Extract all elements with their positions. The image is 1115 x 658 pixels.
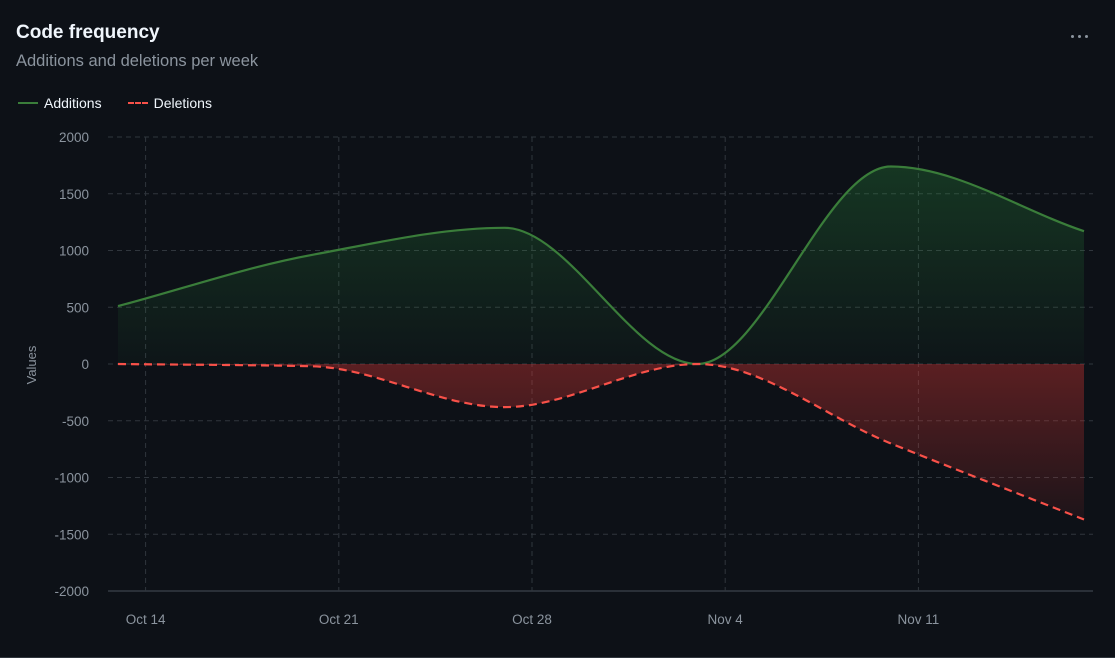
- y-tick-label: 2000: [59, 130, 89, 145]
- y-tick-label: -500: [62, 414, 89, 429]
- x-tick-label: Oct 14: [126, 612, 166, 627]
- y-tick-label: -1500: [54, 527, 89, 542]
- legend-item-deletions[interactable]: Deletions: [127, 95, 212, 111]
- chart-legend: Additions Deletions: [18, 95, 212, 111]
- y-tick-label: -1000: [54, 471, 89, 486]
- x-tick-label: Nov 11: [898, 612, 940, 627]
- deletions-point[interactable]: [886, 438, 896, 448]
- additions-line: [117, 165, 1085, 366]
- deletions-point[interactable]: [499, 402, 509, 412]
- y-tick-label: 1000: [59, 244, 89, 259]
- more-options-icon[interactable]: [1065, 26, 1093, 46]
- x-tick-label: Nov 4: [708, 612, 744, 627]
- y-tick-label: 0: [81, 357, 89, 372]
- additions-point[interactable]: [113, 301, 123, 311]
- deletions-line: [117, 362, 1085, 521]
- y-tick-label: 1500: [59, 187, 89, 202]
- additions-point[interactable]: [499, 223, 509, 233]
- deletions-swatch: [127, 102, 148, 104]
- x-tick-label: Oct 21: [319, 612, 359, 627]
- chart-subtitle: Additions and deletions per week: [16, 52, 259, 70]
- y-tick-label: -2000: [54, 584, 89, 599]
- deletions-point[interactable]: [693, 359, 703, 369]
- y-axis-title: Values: [24, 345, 39, 384]
- y-tick-label: 500: [66, 300, 89, 315]
- additions-swatch: [18, 102, 38, 104]
- deletions-point[interactable]: [1079, 514, 1089, 524]
- additions-point[interactable]: [306, 250, 316, 260]
- legend-item-additions[interactable]: Additions: [18, 95, 102, 111]
- x-tick-label: Oct 28: [512, 612, 552, 627]
- legend-label-deletions: Deletions: [153, 95, 212, 111]
- deletions-point[interactable]: [306, 361, 316, 371]
- deletions-area: [118, 364, 1084, 520]
- additions-point[interactable]: [1079, 226, 1089, 236]
- additions-point[interactable]: [886, 162, 896, 172]
- chart-title: Code frequency: [16, 22, 160, 43]
- legend-label-additions: Additions: [44, 95, 102, 111]
- additions-area: [118, 166, 1084, 364]
- deletions-point[interactable]: [113, 359, 123, 369]
